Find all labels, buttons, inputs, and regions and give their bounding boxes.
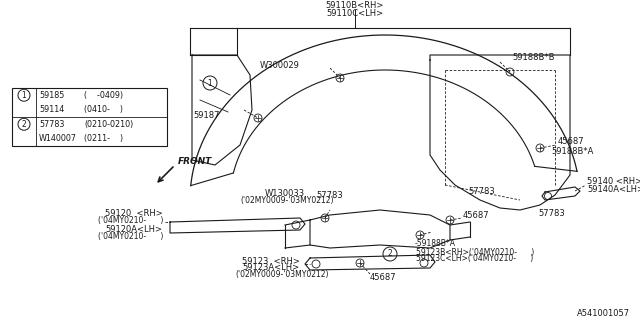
Text: 57783: 57783: [317, 190, 344, 199]
Text: -59188B*A: -59188B*A: [415, 238, 456, 247]
Text: 45687: 45687: [370, 274, 397, 283]
Text: ('02MY0009-'03MY0212): ('02MY0009-'03MY0212): [235, 270, 328, 279]
Text: 1: 1: [22, 91, 26, 100]
Text: ('04MY0210-      ): ('04MY0210- ): [98, 217, 163, 226]
Text: W300029: W300029: [260, 60, 300, 69]
Text: 59188B*A: 59188B*A: [551, 148, 593, 156]
Text: ('02MY0009-'03MY0212): ('02MY0009-'03MY0212): [240, 196, 333, 204]
Text: 57783: 57783: [538, 210, 564, 219]
Text: W140007: W140007: [39, 134, 77, 143]
Text: ('04MY0210-      ): ('04MY0210- ): [98, 233, 163, 242]
Text: 45687: 45687: [558, 138, 584, 147]
Text: 59188B*B: 59188B*B: [512, 53, 554, 62]
Text: 59185: 59185: [39, 91, 65, 100]
Text: 2: 2: [22, 120, 26, 129]
Text: (0211-    ): (0211- ): [84, 134, 123, 143]
Text: (    -0409): ( -0409): [84, 91, 123, 100]
Text: 59187: 59187: [193, 110, 220, 119]
Text: 45687: 45687: [463, 211, 490, 220]
Text: 59120A<LH>: 59120A<LH>: [105, 226, 162, 235]
Text: 1: 1: [207, 78, 212, 87]
Text: 2: 2: [388, 250, 392, 259]
Text: FRONT: FRONT: [178, 157, 212, 166]
Text: 59120  <RH>: 59120 <RH>: [105, 210, 163, 219]
Text: 57783: 57783: [39, 120, 65, 129]
Text: 59123A<LH>: 59123A<LH>: [242, 263, 299, 273]
Text: 59123  <RH>: 59123 <RH>: [242, 257, 300, 266]
Text: 59110B<RH>: 59110B<RH>: [326, 2, 384, 11]
Bar: [12, 88, 167, 146]
Text: 59123B<RH>('04MY0210-      ): 59123B<RH>('04MY0210- ): [416, 247, 534, 257]
Text: 59140A<LH>: 59140A<LH>: [587, 185, 640, 194]
Text: 59110C<LH>: 59110C<LH>: [326, 10, 383, 19]
Text: 59114: 59114: [39, 105, 64, 114]
Text: W130033: W130033: [265, 188, 305, 197]
Text: 59140 <RH>: 59140 <RH>: [587, 177, 640, 186]
Text: (0410-    ): (0410- ): [84, 105, 123, 114]
Text: 57783: 57783: [468, 188, 495, 196]
Text: A541001057: A541001057: [577, 309, 630, 318]
Text: 59123C<LH>('04MY0210-      ): 59123C<LH>('04MY0210- ): [416, 254, 533, 263]
Text: (0210-0210): (0210-0210): [84, 120, 133, 129]
